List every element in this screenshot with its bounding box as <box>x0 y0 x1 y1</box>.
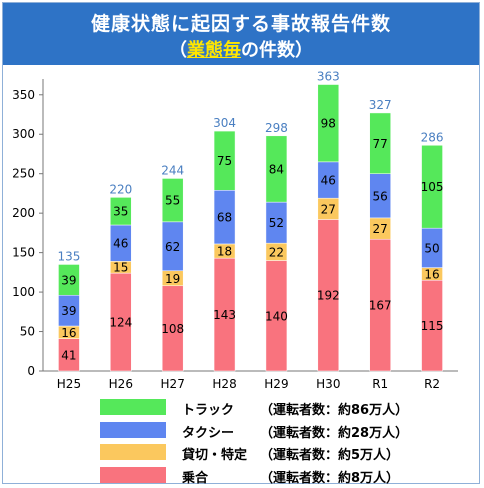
bar-segment <box>421 145 443 229</box>
legend-label-charter: 貸切・特定 <box>182 448 248 463</box>
data-label: 35 <box>113 205 128 219</box>
bar-segment <box>161 178 184 223</box>
chart-title: 健康状態に起因する事故報告件数 <box>90 13 391 35</box>
x-tick-label: H29 <box>264 377 288 391</box>
total-label: 286 <box>421 130 444 144</box>
y-tick-label: 250 <box>12 167 35 181</box>
subtitle-emphasis: 業態毎 <box>187 40 241 61</box>
x-tick-label: H30 <box>316 377 340 391</box>
x-tick-label: R1 <box>372 377 388 391</box>
data-label: 27 <box>321 202 336 216</box>
total-label: 244 <box>161 163 184 177</box>
legend-swatch-taxi <box>100 421 166 438</box>
x-tick-label: H25 <box>57 377 81 391</box>
total-label: 220 <box>109 182 132 196</box>
legend: トラック （運転者数：約86万人） タクシー （運転者数：約28万人） 貸切・特… <box>100 396 440 486</box>
data-label: 19 <box>165 272 180 286</box>
legend-item-bus: 乗合 （運転者数：約8万人） <box>100 464 440 487</box>
data-label: 41 <box>61 348 76 362</box>
bar-segment <box>110 197 132 226</box>
bar-segment <box>317 84 340 163</box>
total-label: 327 <box>369 98 392 112</box>
legend-item-charter: 貸切・特定 （運転者数：約5万人） <box>100 441 440 464</box>
data-label: 15 <box>113 261 128 275</box>
data-label: 84 <box>269 162 284 176</box>
total-label: 363 <box>317 70 340 84</box>
y-tick-label: 200 <box>12 206 35 220</box>
data-label: 52 <box>269 216 284 230</box>
bar-segment <box>369 112 391 174</box>
data-label: 27 <box>373 222 388 236</box>
data-label: 167 <box>369 299 392 313</box>
data-label: 98 <box>321 117 336 131</box>
legend-note-taxi: （運転者数：約28万人） <box>260 425 409 441</box>
legend-note-charter: （運転者数：約5万人） <box>260 448 400 463</box>
total-label: 135 <box>57 249 80 263</box>
data-label: 62 <box>165 240 180 254</box>
legend-label-bus: 乗合 <box>182 470 209 486</box>
data-label: 105 <box>421 180 444 194</box>
data-label: 16 <box>424 267 439 281</box>
y-tick-label: 50 <box>20 325 35 339</box>
legend-label-truck: トラック <box>182 403 235 418</box>
legend-swatch-truck <box>100 399 166 415</box>
bar-segment <box>213 130 236 191</box>
x-tick-label: R2 <box>424 377 440 391</box>
x-tick-label: H26 <box>109 377 133 391</box>
data-label: 143 <box>213 308 236 322</box>
bar-segment <box>265 135 288 203</box>
y-tick-label: 300 <box>12 127 35 141</box>
data-label: 108 <box>161 322 184 336</box>
data-label: 192 <box>317 289 340 303</box>
legend-swatch-bus <box>100 466 166 483</box>
x-tick-label: H27 <box>161 377 185 391</box>
y-tick-label: 150 <box>12 246 35 260</box>
data-label: 22 <box>269 245 284 259</box>
chart-title-box: 健康状態に起因する事故報告件数 （業態毎の件数） <box>3 3 479 65</box>
data-label: 140 <box>265 309 288 323</box>
chart-frame: 健康状態に起因する事故報告件数 （業態毎の件数） <box>2 2 480 484</box>
x-tick-label: H28 <box>212 377 236 391</box>
data-label: 39 <box>61 304 76 318</box>
legend-note-truck: （運転者数：約86万人） <box>260 403 409 418</box>
data-label: 46 <box>113 237 128 251</box>
data-label: 18 <box>217 245 232 259</box>
data-label: 68 <box>217 211 232 225</box>
chart-subtitle: （業態毎の件数） <box>3 36 479 62</box>
subtitle-rest: の件数） <box>241 40 313 61</box>
data-label: 50 <box>424 241 439 255</box>
data-label: 56 <box>373 189 388 203</box>
legend-label-taxi: タクシー <box>182 425 235 441</box>
data-label: 75 <box>217 154 232 168</box>
legend-note-bus: （運転者数：約8万人） <box>260 470 400 486</box>
data-label: 16 <box>61 326 76 340</box>
y-tick-label: 0 <box>27 364 35 378</box>
y-tick-label: 350 <box>12 88 35 102</box>
data-label: 39 <box>61 273 76 287</box>
bar-segment <box>58 264 80 296</box>
data-label: 124 <box>109 316 132 330</box>
total-label: 298 <box>265 121 288 135</box>
total-label: 304 <box>213 116 236 130</box>
y-tick-label: 100 <box>12 285 35 299</box>
data-label: 55 <box>165 194 180 208</box>
legend-item-truck: トラック （運転者数：約86万人） <box>100 396 440 419</box>
legend-item-taxi: タクシー （運転者数：約28万人） <box>100 419 440 442</box>
subtitle-open: （ <box>169 40 187 61</box>
legend-swatch-charter <box>100 444 166 460</box>
data-label: 77 <box>373 137 388 151</box>
data-label: 115 <box>421 319 444 333</box>
data-label: 46 <box>321 174 336 188</box>
